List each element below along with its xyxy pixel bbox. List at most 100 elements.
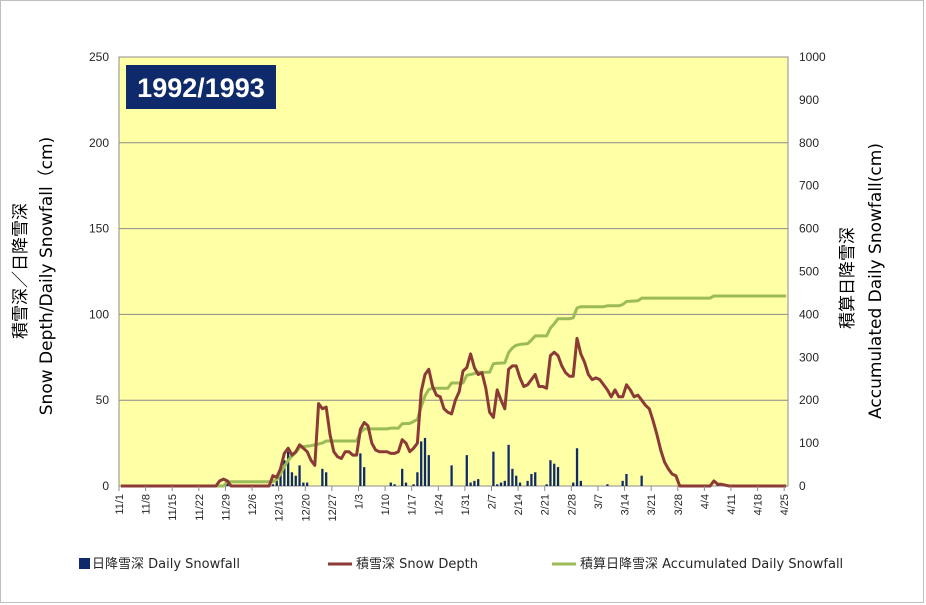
title-background <box>126 65 276 109</box>
x-tick-label: 4/4 <box>699 494 711 509</box>
x-tick-label: 4/18 <box>753 494 765 515</box>
right-tick-label: 900 <box>799 93 819 107</box>
x-tick-label: 3/7 <box>593 494 605 509</box>
right-tick-label: 1000 <box>799 50 826 64</box>
x-tick-label: 1/10 <box>380 494 392 515</box>
x-tick-label: 4/25 <box>779 494 791 515</box>
x-tick-label: 12/20 <box>300 494 312 522</box>
snowfall-bar <box>606 484 609 486</box>
snowfall-bar <box>579 480 582 486</box>
right-tick-label: 400 <box>799 307 819 321</box>
snowfall-bar <box>507 444 510 486</box>
plot-area <box>118 56 789 487</box>
right-axis-title-line1: 積算日降雪深 <box>838 227 858 329</box>
legend-swatch-daily-snowfall <box>79 558 90 569</box>
x-tick-label: 12/27 <box>327 494 339 522</box>
snowfall-bar <box>503 480 506 486</box>
x-tick-label: 12/13 <box>274 494 286 522</box>
gridlines <box>119 56 788 401</box>
legend: 日降雪深 Daily Snowfall 積雪深 Snow Depth 積算日降雪… <box>79 557 843 572</box>
right-tick-label: 0 <box>799 479 806 493</box>
snowfall-bar <box>545 484 548 486</box>
snowfall-bar <box>271 484 275 486</box>
legend-label-accumulated: 積算日降雪深 Accumulated Daily Snowfall <box>580 557 843 572</box>
snowfall-bar <box>306 482 309 486</box>
left-tick-label: 50 <box>96 393 110 407</box>
x-tick-label: 11/22 <box>194 494 206 521</box>
snowfall-bar <box>515 475 518 486</box>
x-tick-label: 1/24 <box>433 494 445 515</box>
daily-snowfall-bars <box>226 437 719 486</box>
snowfall-bar <box>275 480 278 486</box>
snowfall-bar <box>401 468 404 486</box>
legend-label-snow-depth: 積雪深 Snow Depth <box>356 557 478 572</box>
snowfall-bar <box>290 472 294 486</box>
x-tick-label: 2/7 <box>487 494 499 509</box>
snowfall-bar <box>496 484 499 486</box>
x-tick-label: 11/8 <box>141 494 153 515</box>
snowfall-bar <box>511 468 514 486</box>
legend-item-snow-depth: 積雪深 Snow Depth <box>328 557 478 572</box>
legend-item-accumulated: 積算日降雪深 Accumulated Daily Snowfall <box>552 557 843 572</box>
title-box: 1992/1993 <box>126 65 276 109</box>
snowfall-bar <box>465 455 468 486</box>
snowfall-bar <box>518 482 522 486</box>
x-tick-label: 1/3 <box>353 494 365 509</box>
right-tick-label: 600 <box>799 222 819 236</box>
x-tick-label: 2/28 <box>566 494 578 515</box>
left-axis-title-line1: 積雪深／日降雪深 <box>11 203 31 339</box>
snowfall-bar <box>404 482 408 486</box>
x-tick-label: 3/14 <box>620 494 632 515</box>
snowfall-bar <box>473 480 476 486</box>
snowfall-bar <box>427 455 430 486</box>
snowfall-bar <box>621 480 624 486</box>
x-tick-label: 2/21 <box>540 494 552 515</box>
snowfall-bar <box>556 467 560 486</box>
snowfall-bar <box>553 463 556 486</box>
x-tick-label: 11/1 <box>114 494 126 515</box>
right-axis-ticks: 0 100 200 300 400 500 600 700 800 900 1000 <box>799 50 826 493</box>
snowfall-bar <box>575 448 579 486</box>
snowfall-bar <box>420 441 423 486</box>
snowfall-bar <box>325 472 328 486</box>
snowfall-bar <box>499 482 503 486</box>
x-tick-label: 11/15 <box>167 494 179 521</box>
snowfall-bar <box>359 453 362 486</box>
left-tick-label: 200 <box>89 136 109 150</box>
right-tick-label: 300 <box>799 350 819 364</box>
right-tick-label: 100 <box>799 436 819 450</box>
snowfall-bar <box>492 451 495 486</box>
snowfall-bar <box>530 473 533 486</box>
snowfall-bar <box>423 437 427 486</box>
left-tick-label: 100 <box>89 307 109 321</box>
snowfall-bar <box>477 479 480 486</box>
snowfall-bar <box>526 480 529 486</box>
right-tick-label: 700 <box>799 179 819 193</box>
snowfall-bar <box>549 460 552 486</box>
x-tick-label: 2/14 <box>513 494 525 515</box>
right-tick-label: 800 <box>799 136 819 150</box>
snowfall-bar <box>469 482 472 486</box>
snowfall-bar <box>294 475 297 486</box>
left-tick-label: 250 <box>89 50 109 64</box>
snowfall-bar <box>416 472 419 486</box>
snowfall-bar <box>412 484 415 486</box>
x-tick-label: 1/17 <box>407 494 419 515</box>
x-tick-label: 12/6 <box>247 494 259 515</box>
legend-item-daily-snowfall: 日降雪深 Daily Snowfall <box>79 557 240 572</box>
snowfall-bar <box>572 482 575 486</box>
snowfall-bar <box>287 451 290 486</box>
legend-label-daily-snowfall: 日降雪深 Daily Snowfall <box>92 557 240 572</box>
right-axis-title: 積算日降雪深 Accumulated Daily Snowfall(cm) <box>838 143 886 419</box>
snowfall-bar <box>640 475 643 486</box>
snowfall-bar <box>393 484 396 486</box>
series-lines <box>120 294 787 488</box>
snowfall-bar <box>283 460 286 486</box>
right-tick-label: 200 <box>799 393 819 407</box>
snow-depth-line <box>120 336 787 488</box>
snowfall-bar <box>302 482 305 486</box>
x-tick-label: 3/21 <box>646 494 658 515</box>
right-axis-title-line2: Accumulated Daily Snowfall(cm) <box>866 143 886 419</box>
left-axis-title: 積雪深／日降雪深 Snow Depth/Daily Snowfall（cm) <box>11 137 57 415</box>
